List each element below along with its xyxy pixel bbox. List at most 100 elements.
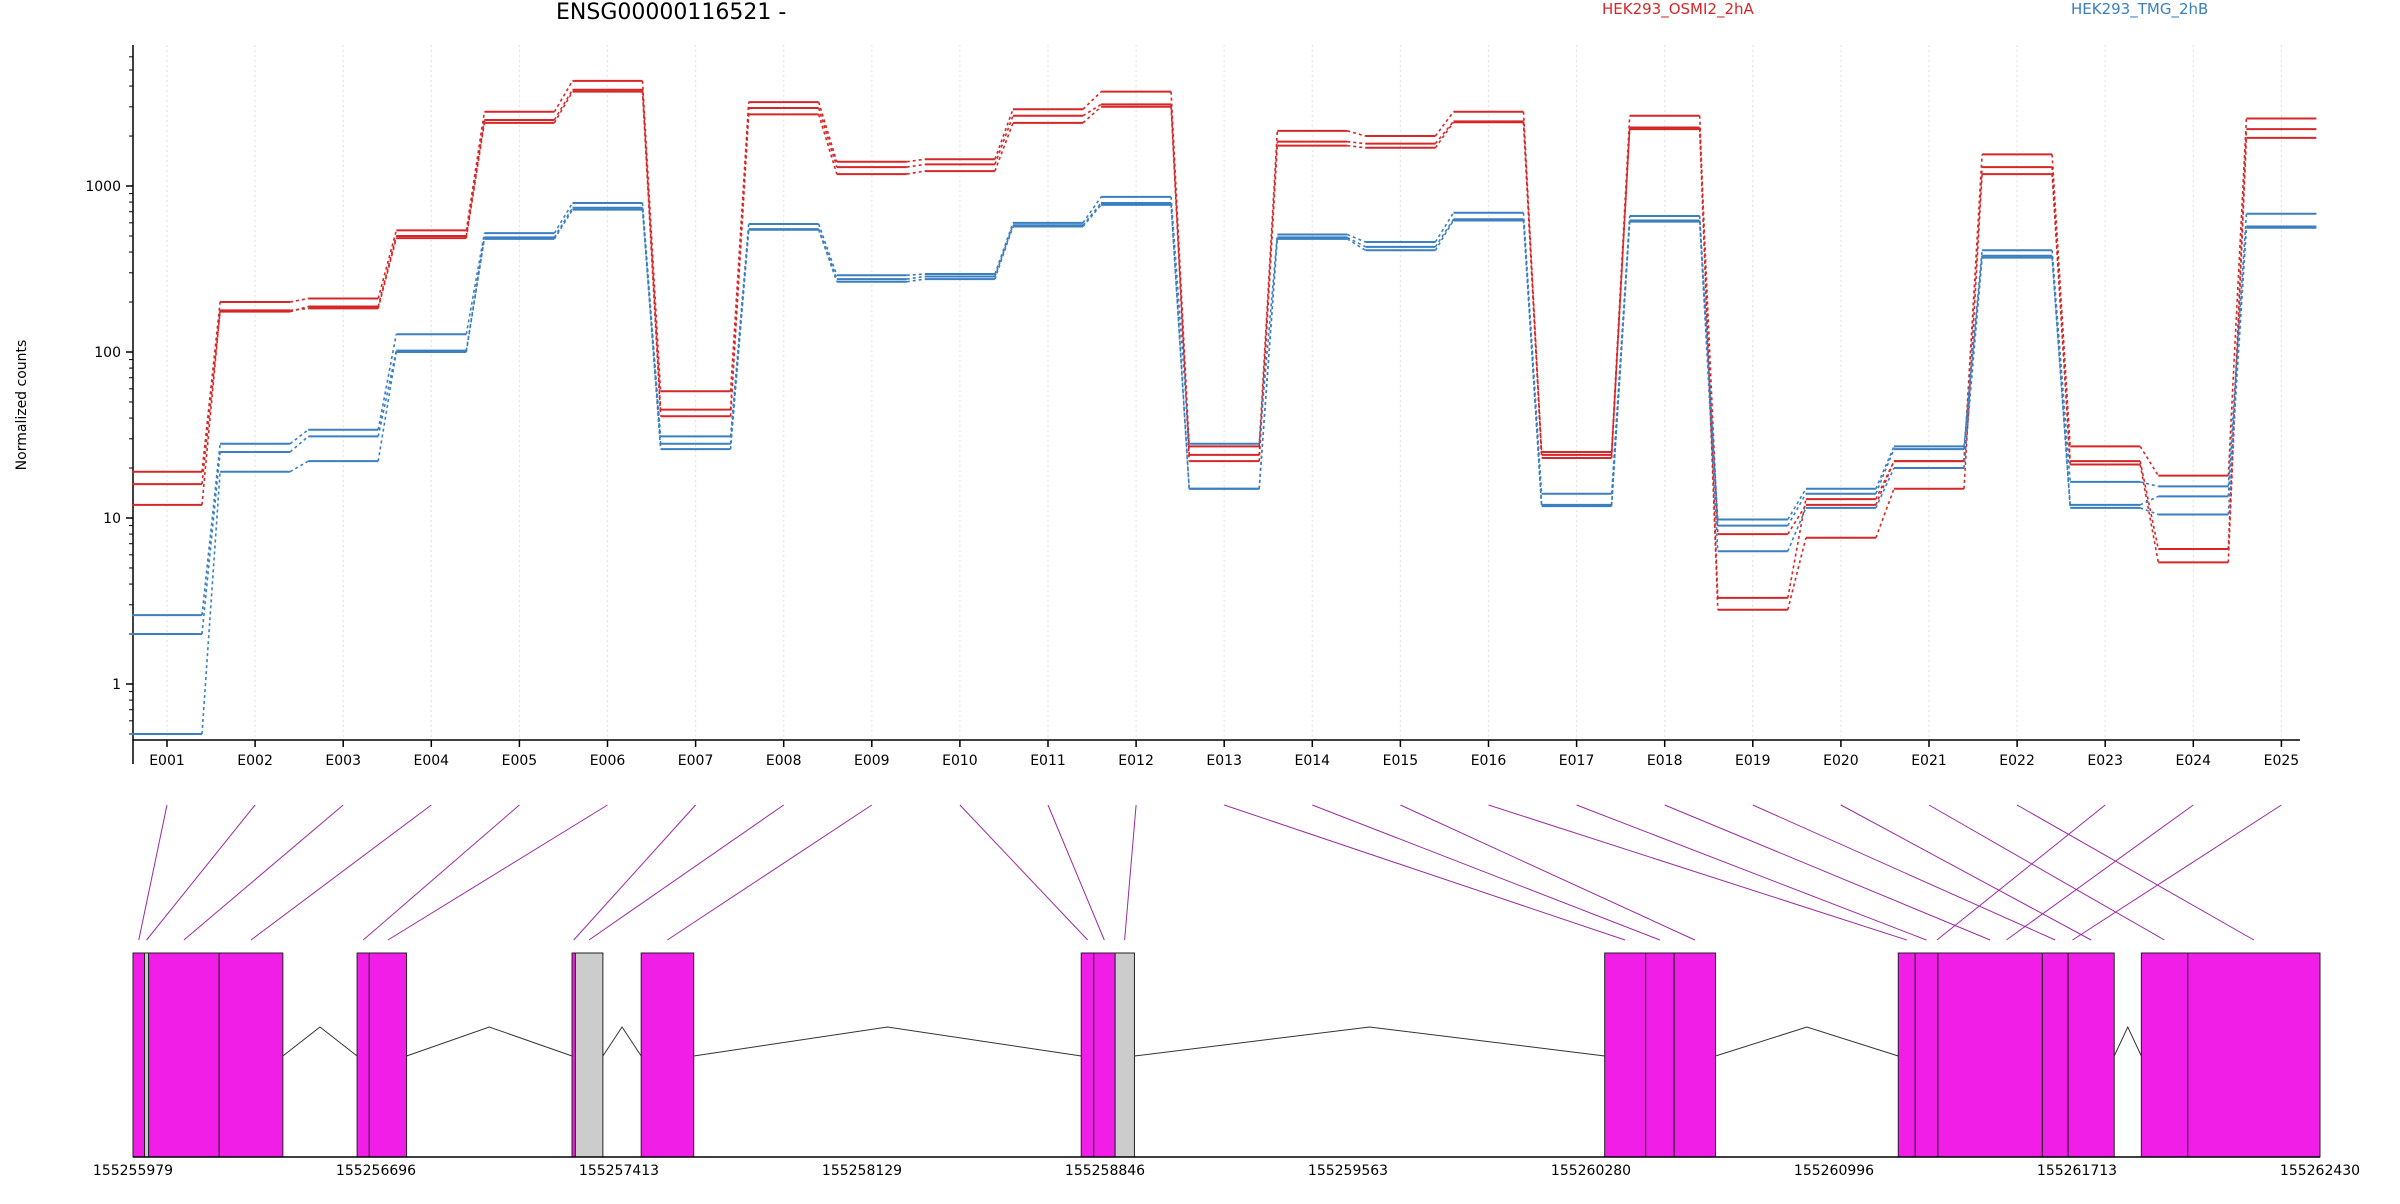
series-tmg-transition — [1258, 234, 1279, 444]
x-tick-label: E013 — [1206, 753, 1242, 769]
series-tmg-transition — [817, 223, 838, 276]
series-osmi2-transition — [2139, 464, 2160, 563]
series-osmi2-transition — [553, 89, 574, 121]
series-osmi2-transition — [1522, 122, 1543, 458]
series-tmg-transition — [1346, 238, 1366, 251]
legend-series-osmi2: HEK293_OSMI2_2hA — [1602, 0, 1754, 18]
bin-connector-line — [183, 804, 344, 941]
x-tick-label: E005 — [502, 753, 538, 769]
series-osmi2-transition — [465, 111, 486, 231]
series-osmi2-transition — [817, 101, 838, 162]
exon-block — [218, 952, 284, 1158]
series-tmg-transition — [201, 451, 221, 635]
series-tmg-transition — [906, 273, 925, 277]
series-tmg-transition — [553, 209, 574, 240]
series-osmi2-transition — [1698, 129, 1719, 610]
x-tick-label: E004 — [414, 753, 450, 769]
x-tick-label: E006 — [590, 753, 626, 769]
series-tmg-transition — [377, 334, 398, 430]
x-tick-label: E024 — [2176, 753, 2212, 769]
genome-coordinate-label: 155260996 — [1794, 1163, 1874, 1179]
y-tick-label: 1000 — [85, 179, 121, 195]
bin-connector-line — [387, 804, 608, 941]
series-tmg-transition — [1434, 220, 1455, 251]
series-osmi2-transition — [817, 114, 838, 175]
series-tmg-transition — [1787, 493, 1807, 526]
series-osmi2-transition — [289, 297, 309, 303]
series-osmi2-transition — [641, 91, 662, 417]
series-osmi2-transition — [1787, 498, 1807, 599]
series-osmi2-transition — [201, 301, 221, 472]
genome-coordinate-label: 155258129 — [822, 1163, 902, 1179]
x-tick-label: E011 — [1030, 753, 1066, 769]
x-tick-label: E018 — [1647, 753, 1683, 769]
genome-coordinate-label: 155259563 — [1308, 1163, 1388, 1179]
series-osmi2-transition — [641, 80, 662, 392]
genome-coordinate-label: 155262430 — [2280, 1163, 2360, 1179]
intron-line — [406, 1026, 573, 1057]
exon-block — [2140, 952, 2189, 1158]
intron-line — [1134, 1026, 1605, 1057]
bin-connector-line — [1224, 804, 1626, 941]
exon-block — [1093, 952, 1116, 1158]
bin-connector-line — [2072, 804, 2282, 941]
exon-block — [356, 952, 370, 1158]
series-osmi2-transition — [1347, 130, 1366, 137]
series-tmg-transition — [1963, 255, 1983, 450]
series-tmg-transition — [1082, 202, 1102, 226]
series-tmg-transition — [201, 471, 221, 735]
exon-block — [574, 952, 604, 1158]
exon-block — [640, 952, 695, 1158]
x-tick-label: E015 — [1383, 753, 1419, 769]
x-tick-label: E019 — [1735, 753, 1771, 769]
series-osmi2-transition — [1787, 537, 1807, 610]
series-tmg-transition — [1698, 221, 1719, 552]
series-osmi2-transition — [2227, 118, 2248, 476]
series-osmi2-transition — [1347, 144, 1366, 149]
x-tick-label: E025 — [2264, 753, 2300, 769]
series-osmi2-transition — [1875, 460, 1895, 506]
exon-block — [571, 952, 576, 1158]
series-osmi2-transition — [1170, 104, 1190, 455]
genome-coordinate-label: 155261713 — [2037, 1163, 2117, 1179]
exon-block — [132, 952, 146, 1158]
genome-coordinate-label: 155257413 — [579, 1163, 659, 1179]
series-tmg-transition — [1875, 467, 1895, 509]
series-osmi2-transition — [1258, 130, 1279, 447]
series-osmi2-transition — [906, 170, 926, 175]
series-osmi2-transition — [817, 107, 838, 168]
series-osmi2-transition — [994, 108, 1014, 160]
bin-connector-line — [250, 804, 432, 941]
exon-block — [144, 952, 150, 1158]
exon-block — [368, 952, 408, 1158]
series-tmg-transition — [994, 222, 1014, 275]
series-tmg-transition — [1963, 250, 1983, 447]
bin-connector-line — [1312, 804, 1661, 941]
series-osmi2-transition — [553, 91, 574, 124]
exon-block — [1937, 952, 2043, 1158]
series-tmg-transition — [289, 429, 309, 445]
bin-connector-line — [573, 804, 696, 941]
series-tmg-transition — [1346, 236, 1366, 248]
series-osmi2-transition — [1875, 488, 1895, 539]
series-tmg-transition — [817, 229, 838, 283]
series-osmi2-transition — [2051, 174, 2071, 465]
series-osmi2-transition — [1610, 129, 1631, 458]
x-tick-label: E023 — [2087, 753, 2123, 769]
intron-line — [1715, 1026, 1899, 1057]
x-tick-label: E001 — [149, 753, 185, 769]
exon-block — [1604, 952, 1647, 1158]
bin-connector-line — [138, 804, 168, 941]
x-tick-label: E022 — [1999, 753, 2035, 769]
series-tmg-transition — [1875, 448, 1895, 495]
x-tick-label: E014 — [1295, 753, 1331, 769]
x-tick-label: E021 — [1911, 753, 1947, 769]
intron-line — [602, 1026, 642, 1057]
series-osmi2-transition — [1347, 140, 1366, 145]
genome-coordinate-label: 155256696 — [336, 1163, 416, 1179]
genome-coordinate-label: 155258846 — [1065, 1163, 1145, 1179]
exon-block — [1897, 952, 1916, 1158]
bin-connector-line — [362, 804, 520, 941]
series-tmg-transition — [289, 435, 309, 453]
